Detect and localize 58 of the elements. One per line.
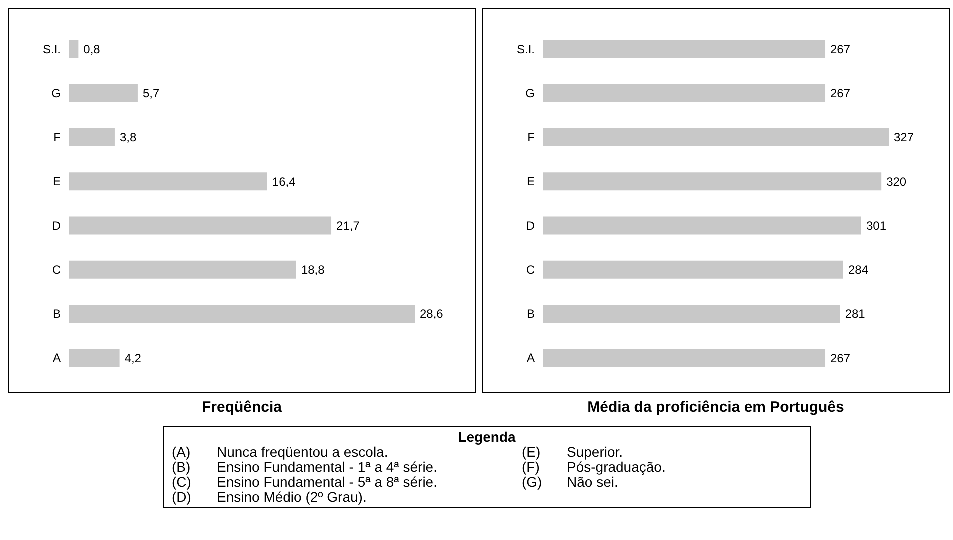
data-label: 5,7: [142, 86, 160, 101]
bar: [69, 128, 115, 146]
data-label: 267: [830, 351, 851, 366]
bar: [69, 304, 415, 323]
y-tick-label: B: [526, 307, 535, 322]
text: (B) Ensino Fundamental - 1ª a 4ª série.: [172, 459, 438, 475]
bar: [69, 216, 332, 235]
text: (E) Superior.: [522, 444, 624, 460]
y-tick-label: C: [526, 262, 536, 277]
text: Freqüência: [200, 399, 284, 416]
text: (C) Ensino Fundamental - 5ª a 8ª série.: [172, 474, 438, 490]
data-label: 320: [886, 174, 907, 189]
y-tick-label: S.I.: [516, 42, 535, 56]
bar: [543, 349, 826, 368]
bar: [543, 172, 882, 191]
y-tick-label: G: [52, 86, 61, 100]
y-tick-label: D: [52, 218, 62, 233]
bar: [543, 40, 826, 58]
y-tick-label: B: [52, 307, 61, 322]
data-label: 267: [830, 86, 851, 101]
bar: [543, 128, 889, 146]
text: Média da proficiência em Português: [586, 399, 846, 416]
text: (D) Ensino Médio (2º Grau).: [172, 489, 367, 505]
y-tick-label: C: [52, 262, 62, 277]
data-label: 301: [866, 218, 887, 233]
bar: [543, 216, 862, 235]
y-tick-label: E: [526, 174, 535, 189]
bar: [543, 84, 826, 102]
data-label: 267: [830, 42, 851, 56]
bar: [69, 40, 79, 58]
bar: [69, 172, 268, 191]
text: (F) Pós-graduação.: [522, 459, 666, 475]
data-label: 4,2: [124, 351, 142, 366]
data-label: 327: [894, 130, 914, 145]
y-tick-label: F: [528, 130, 535, 145]
y-tick-label: F: [54, 130, 61, 145]
data-label: 21,7: [336, 218, 360, 233]
data-label: 18,8: [301, 263, 326, 278]
data-label: 281: [845, 307, 866, 322]
bar: [543, 260, 844, 279]
y-tick-label: D: [526, 218, 536, 233]
y-tick-label: G: [526, 86, 535, 100]
text: Legenda: [457, 429, 517, 445]
data-label: 28,6: [420, 307, 444, 322]
bar: [69, 260, 296, 279]
bar: [69, 84, 138, 102]
y-tick-label: A: [52, 351, 61, 366]
data-label: 16,4: [272, 174, 296, 189]
text: (G) Não sei.: [522, 474, 618, 490]
text: (A) Nunca freqüentou a escola.: [172, 444, 388, 460]
data-label: 3,8: [120, 130, 137, 145]
bar: [69, 349, 120, 368]
bar: [543, 304, 840, 323]
data-label: 284: [848, 263, 869, 278]
y-tick-label: S.I.: [42, 42, 61, 56]
y-tick-label: E: [52, 174, 61, 189]
y-tick-label: A: [526, 351, 535, 366]
data-label: 0,8: [84, 42, 101, 56]
